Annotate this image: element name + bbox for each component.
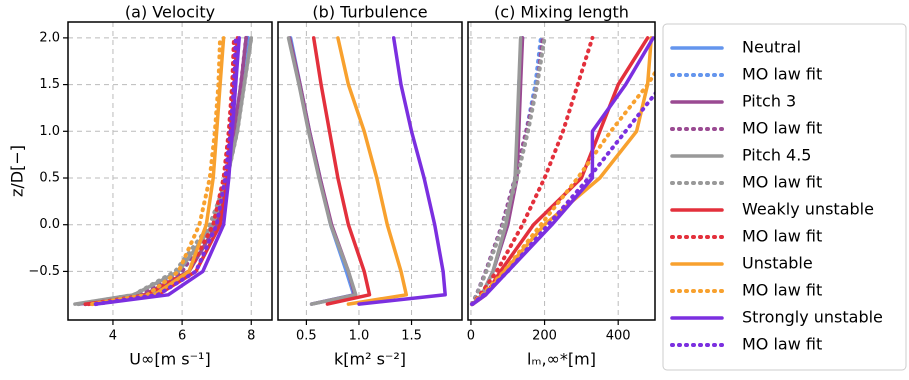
plot-area: [468, 22, 655, 320]
axes-frame: [467, 21, 656, 321]
series-line: [286, 36, 358, 306]
panel-title: (a) Velocity: [125, 3, 215, 22]
legend-label: MO law fit: [742, 335, 822, 354]
series-line: [86, 35, 236, 307]
legend-label: MO law fit: [742, 119, 822, 138]
axes-frame: [277, 21, 463, 321]
x-axis-label: lₘ,∞*[m]: [527, 350, 596, 369]
x-tick-label: 1.5: [401, 329, 422, 344]
x-tick-label: 0.5: [296, 329, 317, 344]
series-line: [470, 69, 655, 307]
x-tick-label: 6: [178, 329, 186, 344]
series-line: [311, 36, 372, 306]
series-line: [357, 36, 447, 306]
x-axis-label: U∞[m s⁻¹]: [129, 350, 210, 369]
series-line: [93, 36, 241, 306]
x-tick-label: 200: [532, 329, 557, 344]
legend-label: Pitch 4.5: [742, 146, 811, 165]
legend-label: Unstable: [742, 254, 813, 273]
legend-label: Pitch 3: [742, 92, 796, 111]
legend-label: Strongly unstable: [742, 308, 883, 327]
series-line: [76, 35, 254, 307]
series-line: [336, 36, 409, 306]
series-line: [73, 36, 254, 306]
x-tick-label: 1.0: [349, 329, 370, 344]
series-line: [470, 90, 655, 307]
series-line: [90, 36, 226, 306]
series-line: [83, 35, 250, 307]
series-line: [470, 35, 595, 307]
y-tick-label: 1.0: [39, 124, 60, 139]
y-axis-label: z/D[−]: [8, 145, 27, 197]
legend-label: MO law fit: [742, 173, 822, 192]
y-tick-label: 2.0: [39, 30, 60, 45]
series-line: [470, 35, 547, 307]
series-line: [90, 35, 223, 307]
legend-label: Weakly unstable: [742, 200, 874, 219]
legend-label: MO law fit: [742, 227, 822, 246]
panel-title: (b) Turbulence: [312, 3, 427, 22]
y-tick-label: 1.5: [39, 77, 60, 92]
legend-label: MO law fit: [742, 65, 822, 84]
x-tick-label: 0: [467, 329, 475, 344]
x-tick-label: 8: [247, 329, 255, 344]
y-tick-label: 0.0: [39, 217, 60, 232]
legend-label: MO law fit: [742, 281, 822, 300]
series-line: [76, 36, 250, 306]
series-line: [471, 36, 523, 306]
axes-frame: [67, 21, 273, 321]
x-axis-label: k[m² s⁻²]: [334, 350, 406, 369]
y-tick-label: −0.5: [28, 264, 60, 279]
y-tick-label: 0.5: [39, 171, 60, 186]
legend-label: Neutral: [742, 38, 801, 57]
series-line: [93, 35, 238, 307]
plot-area: [278, 22, 462, 320]
panel-title: (c) Mixing length: [494, 3, 629, 22]
legend-box: [662, 23, 907, 371]
x-tick-label: 4: [109, 329, 117, 344]
x-tick-label: 400: [606, 329, 631, 344]
plot-area: [68, 22, 272, 320]
